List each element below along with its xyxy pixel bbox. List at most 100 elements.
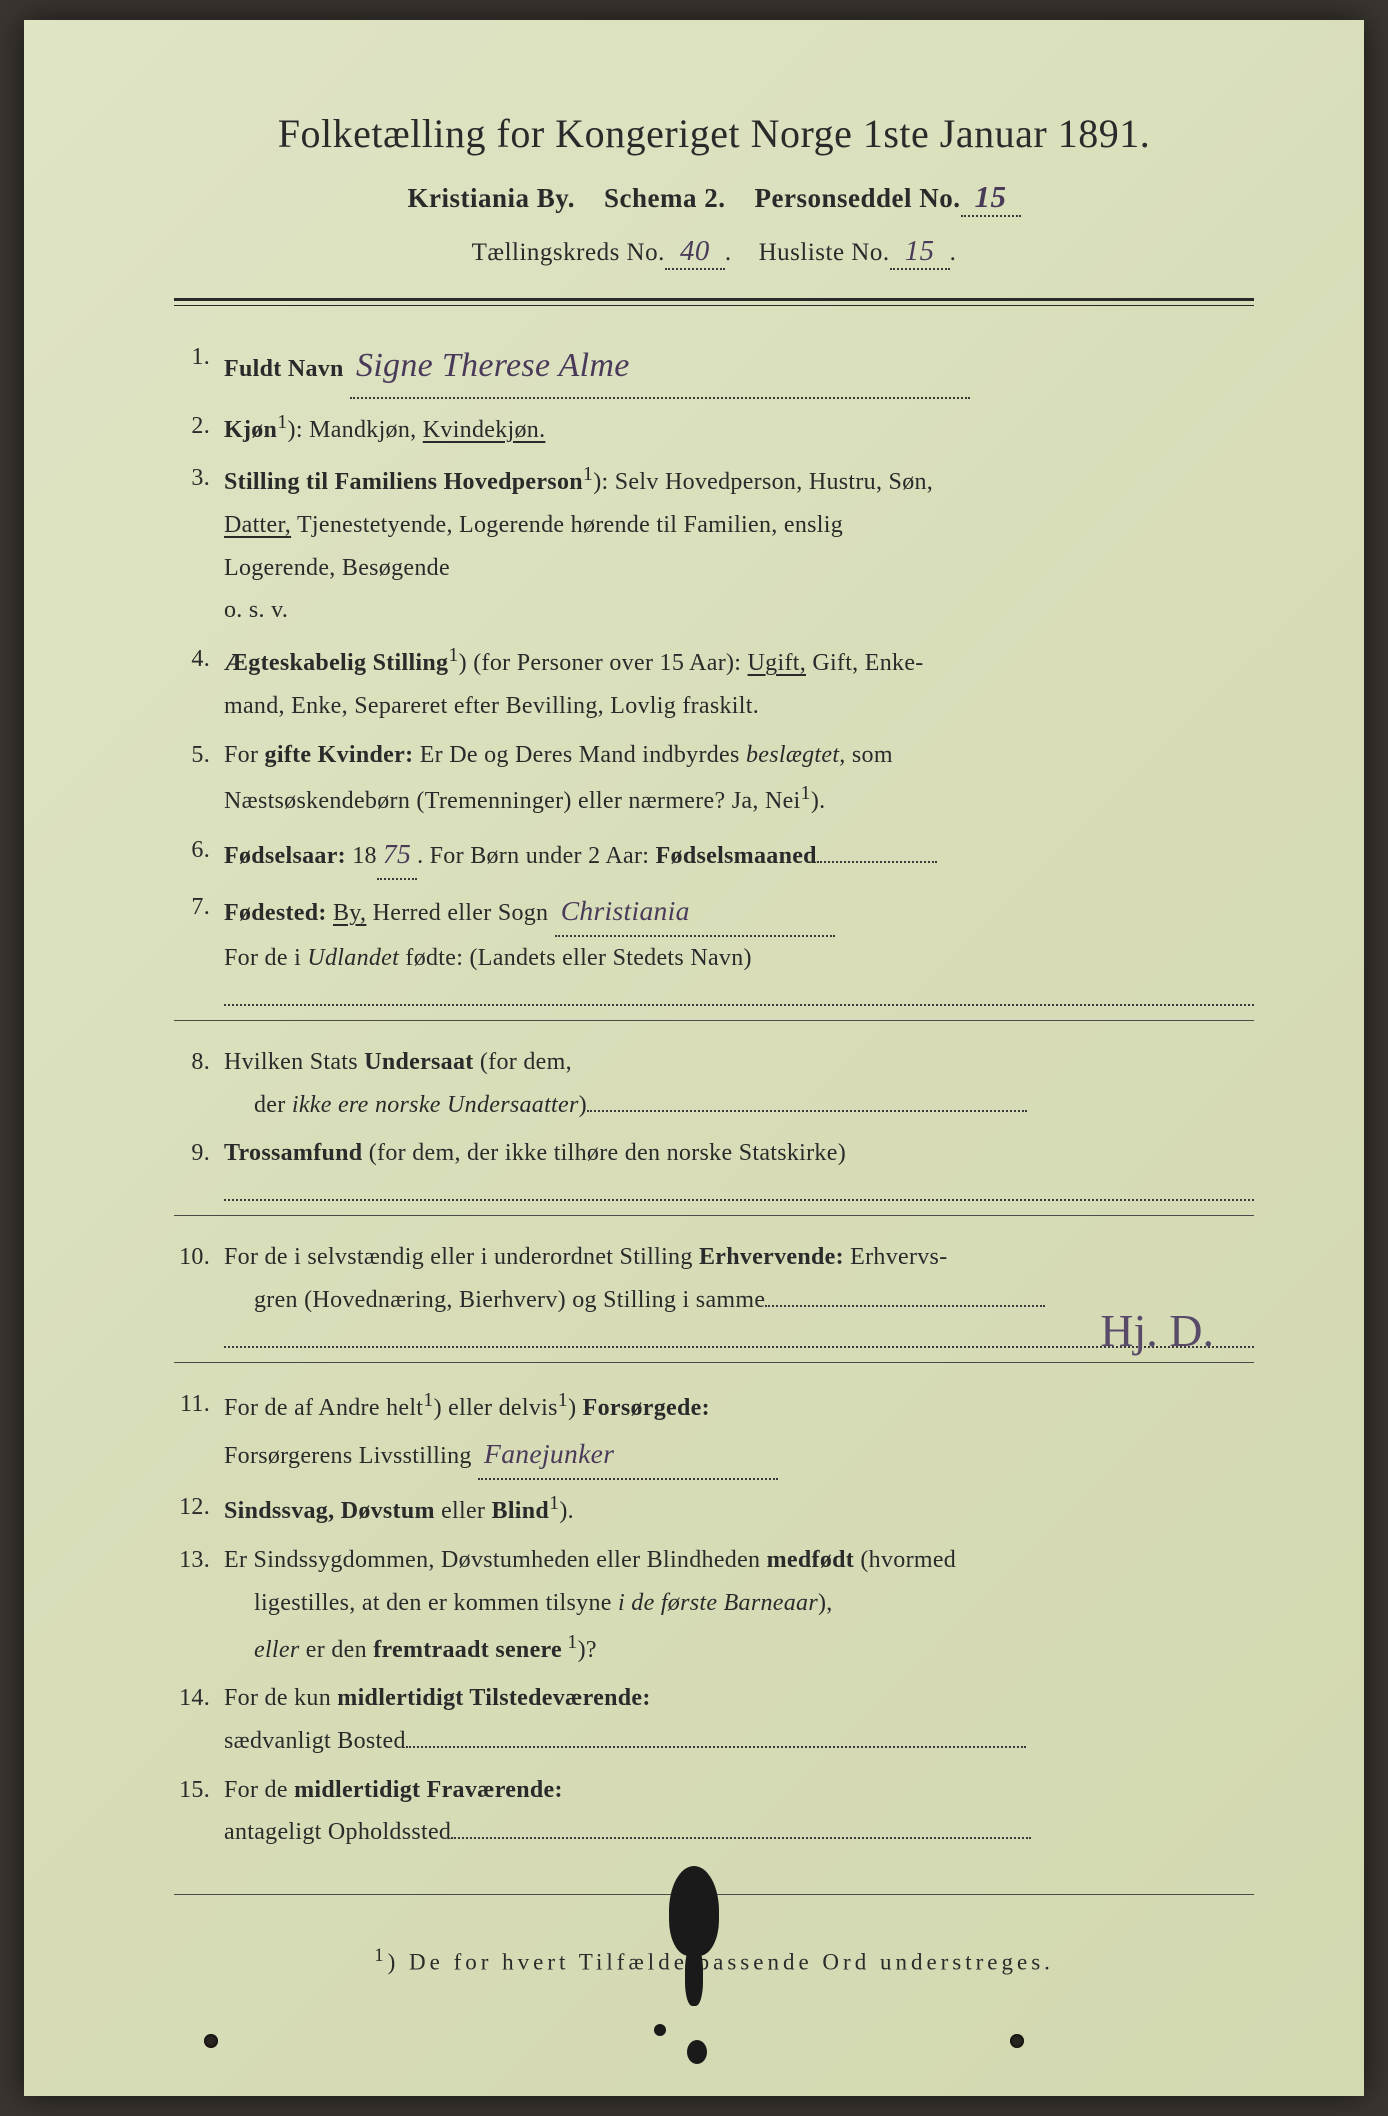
q6-prefix: 18 [346, 843, 377, 869]
q5-end: ). [811, 788, 826, 814]
divider [174, 1020, 1254, 1021]
q4-selected: Ugift, [748, 650, 806, 676]
q9-rest: (for dem, der ikke tilhøre den norske St… [362, 1140, 846, 1166]
q14-bold: midlertidigt Tilstedeværende: [337, 1685, 650, 1711]
schema-label: Schema 2. [604, 183, 726, 213]
q12-bold2: Blind [492, 1498, 550, 1524]
q15-l1a: For de [224, 1777, 294, 1803]
birth-year: 75 [377, 829, 417, 880]
q13-l3b: er den [299, 1637, 373, 1663]
item-15: 15. For de midlertidigt Fraværende: anta… [174, 1769, 1254, 1854]
q3-line1: ): Selv Hovedperson, Hustru, Søn, [593, 469, 933, 495]
q7-l2a: For de i [224, 945, 307, 971]
blank-line [224, 1181, 1254, 1201]
sup: 1 [448, 644, 458, 666]
q5-ital: beslægtet, [746, 742, 846, 768]
birthplace-value: Christiania [555, 886, 835, 937]
q10-l2: gren (Hovednæring, Bierhverv) og Stillin… [224, 1287, 765, 1313]
item-num: 5. [174, 734, 224, 823]
item-1: 1. Fuldt Navn Signe Therese Alme [174, 336, 1254, 399]
item-num: 6. [174, 829, 224, 880]
q7-rest: Herred eller Sogn [366, 900, 548, 926]
q13-l3a: eller [224, 1637, 299, 1663]
blank [451, 1818, 1031, 1840]
sup: 1 [801, 782, 811, 804]
footnote: 1) De for hvert Tilfælde passende Ord un… [174, 1945, 1254, 1976]
q3-selected: Datter, [224, 512, 291, 538]
q8-l1a: Hvilken Stats [224, 1049, 364, 1075]
item-8: 8. Hvilken Stats Undersaat (for dem, der… [174, 1041, 1254, 1126]
item-5: 5. For gifte Kvinder: Er De og Deres Man… [174, 734, 1254, 823]
q7-label: Fødested: [224, 900, 327, 926]
q14-l1a: For de kun [224, 1685, 337, 1711]
item-4: 4. Ægteskabelig Stilling1) (for Personer… [174, 638, 1254, 727]
item-num: 10. [174, 1236, 224, 1321]
item-num: 7. [174, 886, 224, 980]
ink-blot-icon [669, 1866, 719, 1956]
q4-line2: mand, Enke, Separeret efter Bevilling, L… [224, 693, 759, 719]
sup: 1 [549, 1492, 559, 1514]
q3-line2: Tjenestetyende, Logerende hørende til Fa… [291, 512, 843, 538]
q4-l1a: ) (for Personer over 15 Aar): [459, 650, 748, 676]
q3-line3: Logerende, Besøgende [224, 555, 450, 581]
item-14: 14. For de kun midlertidigt Tilstedevære… [174, 1677, 1254, 1762]
q12-bold: Sindssvag, Døvstum [224, 1498, 435, 1524]
q5-line2: Næstsøskendebørn (Tremenninger) eller næ… [224, 788, 801, 814]
blank [765, 1285, 1045, 1307]
item-num: 1. [174, 336, 224, 399]
q11-l2: Forsørgerens Livsstilling [224, 1443, 472, 1469]
q4-label: Ægteskabelig Stilling [224, 650, 448, 676]
q6-rest: . For Børn under 2 Aar: [417, 843, 656, 869]
q12-mid: eller [435, 1498, 492, 1524]
census-form-page: Folketælling for Kongeriget Norge 1ste J… [24, 20, 1364, 2096]
item-num: 2. [174, 405, 224, 452]
sup: 1 [423, 1389, 433, 1411]
main-title: Folketælling for Kongeriget Norge 1ste J… [174, 110, 1254, 157]
q11-l1c: ) [568, 1395, 583, 1421]
full-name-value: Signe Therese Alme [350, 336, 970, 399]
item-11: 11. For de af Andre helt1) eller delvis1… [174, 1383, 1254, 1481]
q5-l1: Er De og Deres Mand indbyrdes [413, 742, 746, 768]
item-3: 3. Stilling til Familiens Hovedperson1):… [174, 457, 1254, 632]
ink-blot-icon [685, 1946, 703, 2006]
q3-label: Stilling til Familiens Hovedperson [224, 469, 583, 495]
q11-l1b: ) eller delvis [434, 1395, 558, 1421]
ink-blot-icon [687, 2040, 707, 2064]
kreds-label: Tællingskreds No. [472, 239, 665, 266]
q8-l2a: der [224, 1092, 292, 1118]
city-label: Kristiania By. [407, 183, 575, 213]
q2-label: Kjøn [224, 417, 277, 443]
q8-l1b: (for dem, [474, 1049, 572, 1075]
q3-line4: o. s. v. [224, 597, 288, 623]
husliste-no: 15 [890, 235, 950, 270]
ink-blot-icon [654, 2024, 666, 2036]
blank [406, 1726, 1026, 1748]
husliste-label: Husliste No. [759, 239, 890, 266]
q13-l2b: ), [818, 1590, 833, 1616]
q8-l2c: ) [579, 1092, 587, 1118]
item-num: 9. [174, 1132, 224, 1175]
q7-selected: By, [333, 900, 366, 926]
blank-line [224, 986, 1254, 1006]
q12-end: ). [559, 1498, 574, 1524]
item-num: 3. [174, 457, 224, 632]
q9-bold: Trossamfund [224, 1140, 362, 1166]
divider-thin [174, 305, 1254, 306]
signature-line: Hj. D. [224, 1328, 1254, 1348]
item-6: 6. Fødselsaar: 1875. For Børn under 2 Aa… [174, 829, 1254, 880]
punch-hole-icon [1010, 2034, 1024, 2048]
item-num: 14. [174, 1677, 224, 1762]
q7-l2c: fødte: (Landets eller Stedets Navn) [399, 945, 752, 971]
q10-l1b: Erhvervs- [844, 1244, 948, 1270]
q4-l1b: Gift, Enke- [806, 650, 924, 676]
q13-ital: i de første Barneaar [618, 1590, 818, 1616]
divider [174, 1215, 1254, 1216]
q2-selected: Kvindekjøn. [423, 417, 546, 443]
item-num: 12. [174, 1486, 224, 1533]
q6-label2: Fødselsmaaned [656, 843, 817, 869]
q8-l2b: ikke ere norske Undersaatter [292, 1092, 579, 1118]
item-num: 4. [174, 638, 224, 727]
sup: 1 [583, 463, 593, 485]
q13-b2: fremtraadt senere [373, 1637, 562, 1663]
sup: 1 [558, 1389, 568, 1411]
